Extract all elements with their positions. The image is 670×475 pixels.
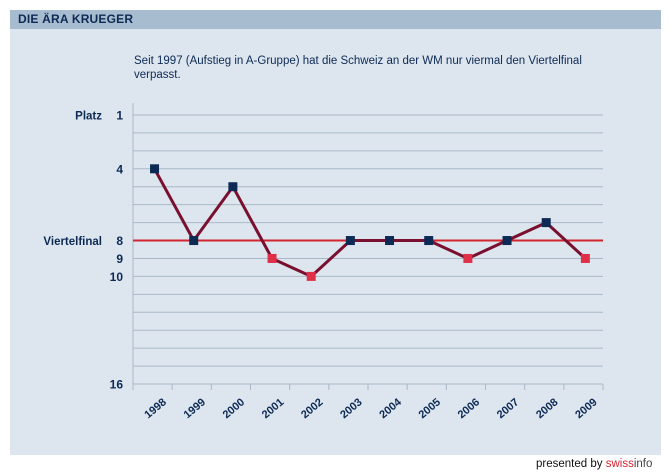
x-tick-label: 2000 <box>221 396 247 421</box>
footer-brand-swiss: swiss <box>605 458 634 470</box>
data-point <box>541 218 551 228</box>
chart-panel <box>10 10 661 455</box>
y-tick-label: 16 <box>110 378 124 392</box>
x-tick-label: 2004 <box>377 396 404 421</box>
data-point <box>385 236 395 246</box>
title-bar <box>10 10 661 29</box>
y-axis-label: Platz <box>75 111 102 123</box>
footer-prefix: presented by <box>536 458 603 470</box>
data-point <box>345 236 355 246</box>
x-tick-label: 2006 <box>456 396 482 421</box>
data-point <box>502 236 512 246</box>
x-tick-label: 1999 <box>182 396 208 421</box>
x-tick-label: 2007 <box>495 396 521 421</box>
data-point <box>580 253 590 263</box>
series-line <box>153 168 587 278</box>
chart-subtitle: Seit 1997 (Aufstieg in A-Gruppe) hat die… <box>134 55 582 81</box>
y-tick-label: 1 <box>116 109 123 123</box>
data-point <box>463 253 473 263</box>
y-tick-label: 10 <box>110 270 124 284</box>
data-point <box>267 253 277 263</box>
y-tick-label: 9 <box>116 252 123 266</box>
footer-brand-info: info <box>633 458 653 470</box>
x-tick-label: 2001 <box>260 396 286 421</box>
x-tick-label: 2009 <box>573 396 599 421</box>
footer-credit: presented by swissinfo <box>536 458 652 470</box>
x-tick-label: 1998 <box>142 396 168 421</box>
data-point <box>306 271 316 281</box>
y-tick-label: 4 <box>116 162 123 176</box>
chart-title: DIE ÄRA KRUEGER <box>18 12 134 26</box>
x-tick-label: 2003 <box>338 396 364 421</box>
data-point <box>228 182 238 192</box>
data-point <box>189 236 199 246</box>
y-tick-label: 8 <box>116 234 123 248</box>
data-point <box>150 164 160 174</box>
data-point <box>424 236 434 246</box>
x-tick-label: 2005 <box>417 396 443 421</box>
x-tick-label: 2002 <box>299 396 325 421</box>
x-tick-label: 2008 <box>534 396 560 421</box>
reference-label: Viertelfinal <box>43 236 102 248</box>
